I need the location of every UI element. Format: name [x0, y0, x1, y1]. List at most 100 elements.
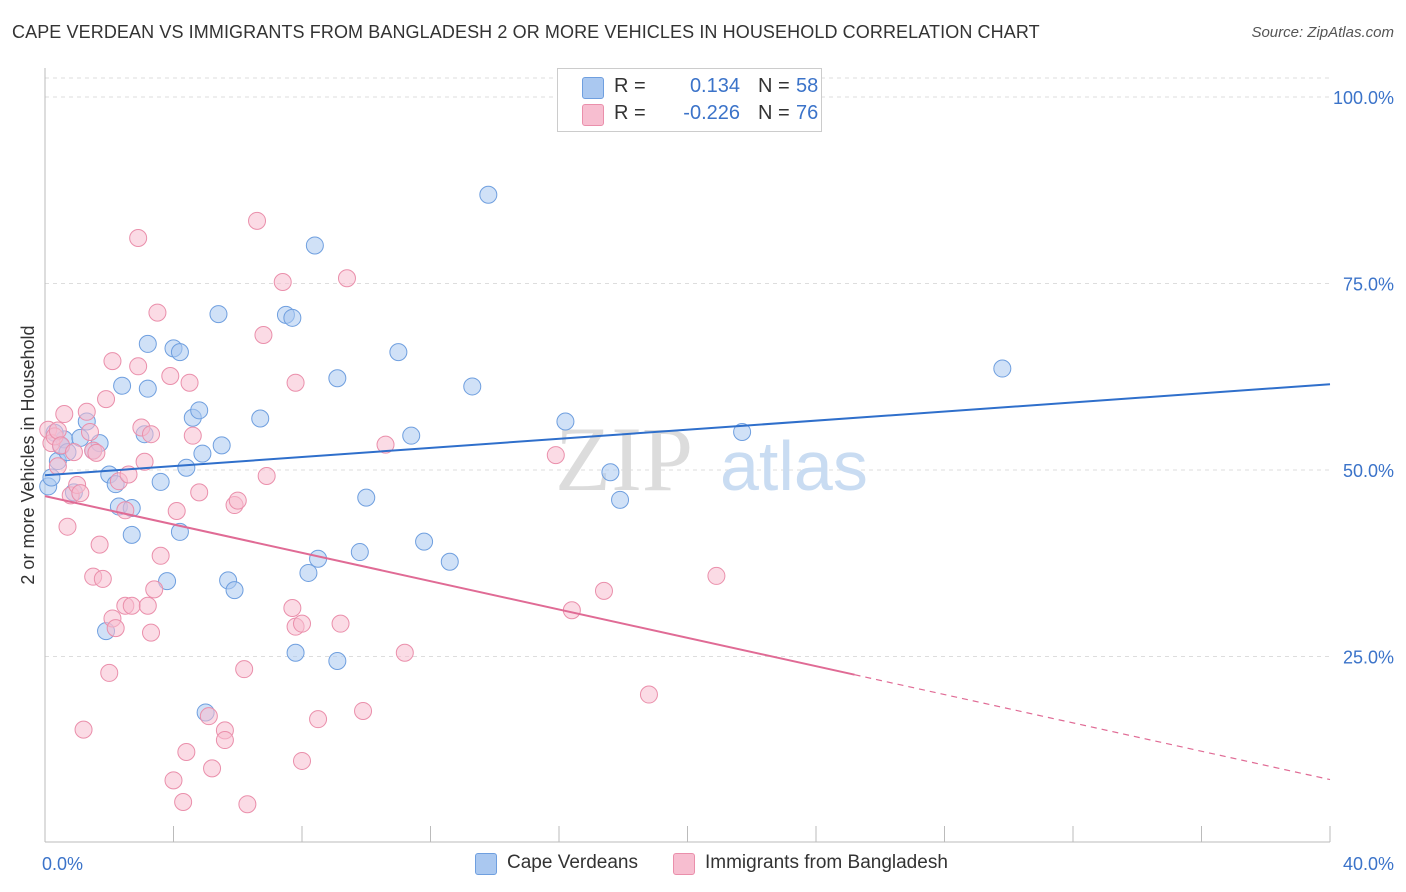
- bangladesh-point: [151, 546, 170, 565]
- bangladesh-point: [135, 452, 154, 471]
- cape-verdean-point: [389, 343, 408, 362]
- legend-n-value: 76: [796, 102, 819, 124]
- cape-verdean-point: [209, 305, 228, 324]
- bangladesh-point: [93, 569, 112, 588]
- bangladesh-point: [74, 720, 93, 739]
- bangladesh-point: [594, 581, 613, 600]
- legend-r-value: 0.134: [689, 75, 740, 97]
- bangladesh-point: [203, 759, 222, 778]
- cape-verdean-point: [138, 379, 157, 398]
- bangladesh-point: [174, 792, 193, 811]
- cape-verdean-point: [611, 490, 630, 509]
- bangladesh-point: [87, 443, 106, 462]
- watermark: ZIP atlas: [555, 408, 868, 510]
- bangladesh-point: [707, 566, 726, 585]
- bangladesh-point: [129, 228, 148, 247]
- cape-verdean-point: [286, 643, 305, 662]
- cape-verdean-point: [357, 488, 376, 507]
- source-credit: Source: ZipAtlas.com: [1251, 24, 1394, 41]
- bangladesh-point: [90, 535, 109, 554]
- bangladesh-point: [71, 484, 90, 503]
- cape-verdean-point: [113, 376, 132, 395]
- bangladesh-point: [376, 435, 395, 454]
- bangladesh-point: [254, 325, 273, 344]
- legend-r-label: R =: [614, 75, 646, 97]
- cape-verdean-point: [190, 401, 209, 420]
- cape-verdean-point: [225, 581, 244, 600]
- legend-n-label: N =: [758, 102, 790, 124]
- bangladesh-point: [55, 405, 74, 424]
- bangladesh-point: [116, 501, 135, 520]
- cape-verdean-point: [733, 422, 752, 441]
- cape-verdean-point: [402, 426, 421, 445]
- y-tick-label: 25.0%: [1343, 648, 1394, 668]
- bangladesh-point: [142, 623, 161, 642]
- pink-swatch-icon: [582, 104, 604, 126]
- cape-verdean-point: [299, 563, 318, 582]
- chart-title: CAPE VERDEAN VS IMMIGRANTS FROM BANGLADE…: [12, 22, 1040, 42]
- cape-verdean-point: [463, 377, 482, 396]
- bangladesh-point: [395, 643, 414, 662]
- bangladesh-point: [190, 483, 209, 502]
- bangladesh-point: [103, 352, 122, 371]
- cape-verdean-point: [122, 525, 141, 544]
- bangladesh-point: [180, 373, 199, 392]
- bangladesh-point: [164, 771, 183, 790]
- bangladesh-point: [248, 211, 267, 230]
- cape-verdean-point: [212, 436, 231, 455]
- tick-labels: 25.0% 50.0% 75.0% 100.0% 0.0% 40.0%: [42, 88, 1394, 874]
- y-axis-label: 2 or more Vehicles in Household: [18, 325, 38, 584]
- bangladesh-point: [331, 614, 350, 633]
- correlation-legend: R = 0.134 N = 58 R = -0.226 N = 76: [557, 68, 822, 132]
- cape-verdean-point: [350, 543, 369, 562]
- gridlines: [45, 77, 1330, 657]
- trend-lines: [44, 383, 1331, 781]
- bangladesh-point: [215, 731, 234, 750]
- y-tick-label: 100.0%: [1333, 88, 1394, 108]
- legend-r-label: R =: [614, 102, 646, 124]
- bangladesh-point: [257, 466, 276, 485]
- trend-line-solid: [44, 383, 1331, 477]
- trend-line-solid: [44, 495, 855, 676]
- bangladesh-point: [337, 269, 356, 288]
- cape-verdean-point: [993, 359, 1012, 378]
- blue-swatch-icon: [475, 853, 497, 875]
- bangladesh-point: [639, 685, 658, 704]
- bangladesh-point: [238, 795, 257, 814]
- bangladesh-point: [97, 390, 116, 409]
- bangladesh-point: [283, 599, 302, 618]
- bangladesh-point: [161, 367, 180, 386]
- x-tick-label: 40.0%: [1343, 854, 1394, 874]
- cape-verdean-point: [309, 549, 328, 568]
- legend-n-value: 58: [796, 75, 819, 97]
- bangladesh-point: [199, 707, 218, 726]
- bangladesh-point: [167, 502, 186, 521]
- bangladesh-point: [64, 443, 83, 462]
- x-tick-label: 0.0%: [42, 854, 83, 874]
- cape-verdean-point: [556, 412, 575, 431]
- cape-verdean-point: [158, 572, 177, 591]
- bangladesh-point: [80, 422, 99, 441]
- bangladesh-point: [354, 701, 373, 720]
- cape-verdean-point: [305, 236, 324, 255]
- bangladesh-point: [138, 596, 157, 615]
- y-tick-label: 75.0%: [1343, 275, 1394, 295]
- legend-series-name: Immigrants from Bangladesh: [705, 852, 948, 873]
- bangladesh-point: [148, 303, 167, 322]
- y-tick-label: 50.0%: [1343, 461, 1394, 481]
- legend-n-label: N =: [758, 75, 790, 97]
- bangladesh-point: [48, 421, 67, 440]
- bangladesh-point: [48, 457, 67, 476]
- bangladesh-point: [145, 580, 164, 599]
- cape-verdean-point: [415, 532, 434, 551]
- bangladesh-point: [183, 426, 202, 445]
- cape-verdean-point: [328, 369, 347, 388]
- bangladesh-point: [309, 710, 328, 729]
- bangladesh-point: [235, 660, 254, 679]
- bangladesh-point: [77, 402, 96, 421]
- cape-verdean-point: [283, 308, 302, 327]
- blue-swatch-icon: [582, 77, 604, 99]
- cape-verdean-point: [138, 334, 157, 353]
- cape-verdean-point: [479, 185, 498, 204]
